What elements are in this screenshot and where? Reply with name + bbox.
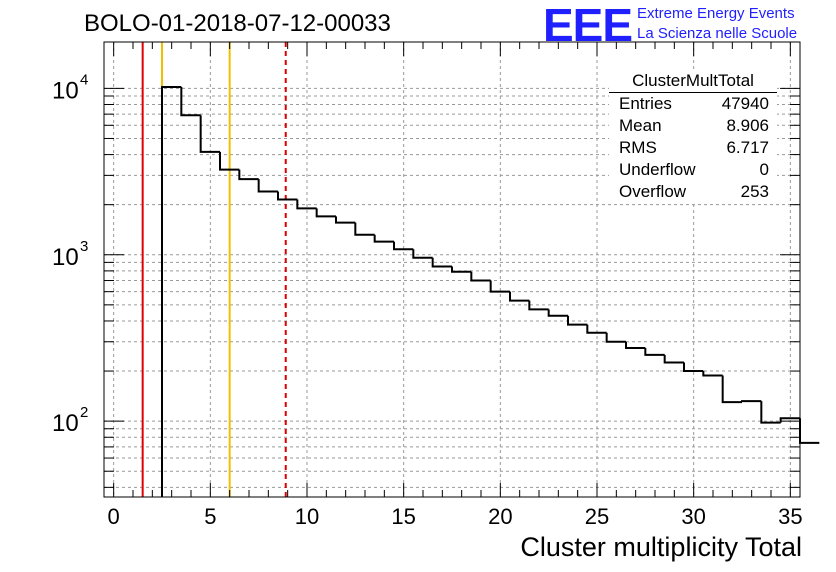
x-tick-label: 15 — [391, 504, 415, 529]
histogram-bin — [644, 348, 665, 356]
stats-box: ClusterMultTotal Entries 47940 Mean 8.90… — [609, 70, 777, 204]
stats-row-underflow: Underflow 0 — [619, 159, 769, 181]
stats-key: Overflow — [619, 182, 687, 201]
stats-key: RMS — [619, 138, 657, 157]
histogram-bin — [296, 199, 317, 210]
stats-row-rms: RMS 6.717 — [619, 137, 769, 159]
histogram-bin — [605, 332, 626, 343]
stats-divider — [609, 92, 777, 93]
histogram-bin — [199, 115, 220, 153]
histogram-bin — [470, 271, 491, 282]
y-tick-label-exponent: 4 — [80, 71, 88, 88]
histogram-bin — [393, 241, 414, 251]
histogram-bin — [277, 191, 298, 201]
histogram-bin — [663, 354, 684, 364]
histogram-bin — [586, 324, 607, 334]
y-tick-label: 10 — [52, 244, 79, 271]
histogram-bin — [161, 85, 182, 497]
stats-value: 47940 — [721, 94, 769, 113]
x-tick-label: 5 — [204, 504, 216, 529]
histogram-bin — [412, 249, 433, 259]
x-tick-label: 10 — [295, 504, 319, 529]
grid-layer — [104, 42, 800, 497]
stats-row-mean: Mean 8.906 — [619, 115, 769, 137]
stats-row-entries: Entries 47940 — [619, 93, 769, 115]
stats-key: Underflow — [619, 160, 696, 179]
axis-ticks — [104, 42, 800, 497]
plot-frame-rect — [103, 41, 801, 498]
histogram-bin — [315, 208, 336, 218]
histogram-series — [161, 85, 820, 497]
chart-title: BOLO-01-2018-07-12-00033 — [84, 10, 391, 37]
x-tick-label: 30 — [681, 504, 705, 529]
histogram-bin — [683, 362, 704, 373]
histogram-bin — [180, 86, 201, 117]
histogram-bin — [528, 300, 549, 311]
histogram-bin — [431, 257, 452, 268]
x-tick-label: 20 — [488, 504, 512, 529]
stats-value: 253 — [740, 182, 769, 201]
logo-line-2: La Scienza nelle Scuole — [637, 25, 798, 42]
x-axis-label: Cluster multiplicity Total — [520, 532, 802, 562]
logo-line-1: Extreme Energy Events — [637, 5, 795, 22]
histogram-bin — [760, 401, 781, 424]
histogram-bin — [721, 375, 742, 404]
histogram-bin — [257, 179, 278, 193]
stats-title: ClusterMultTotal — [632, 71, 754, 90]
x-tick-label: 25 — [585, 504, 609, 529]
histogram-bin — [509, 291, 530, 302]
stats-row-overflow: Overflow 253 — [619, 181, 769, 203]
y-tick-label-exponent: 2 — [80, 404, 88, 421]
histogram-bin — [489, 280, 510, 293]
histogram-bin — [219, 151, 240, 171]
histogram-bin — [354, 222, 375, 236]
plot-frame — [103, 41, 801, 498]
stats-key: Entries — [619, 94, 672, 113]
histogram-bin — [567, 315, 588, 326]
histogram-bin — [547, 309, 568, 317]
stats-value: 6.717 — [726, 138, 769, 157]
histogram-bin — [741, 400, 762, 403]
x-tick-label: 35 — [778, 504, 802, 529]
eee-logo: EEE — [543, 0, 633, 51]
histogram-bin — [238, 169, 259, 181]
y-tick-label: 10 — [52, 77, 79, 104]
histogram-bin — [335, 216, 356, 224]
histogram-bin — [451, 266, 472, 273]
histogram-bin — [373, 234, 394, 243]
y-tick-label-exponent: 3 — [80, 238, 88, 255]
histogram-bin — [625, 341, 646, 350]
y-tick-label: 10 — [52, 410, 79, 437]
stats-key: Mean — [619, 116, 662, 135]
histogram-bin — [799, 418, 820, 444]
histogram-bin — [702, 371, 723, 377]
stats-value: 8.906 — [726, 116, 769, 135]
stats-value: 0 — [759, 160, 769, 179]
x-tick-label: 0 — [108, 504, 120, 529]
